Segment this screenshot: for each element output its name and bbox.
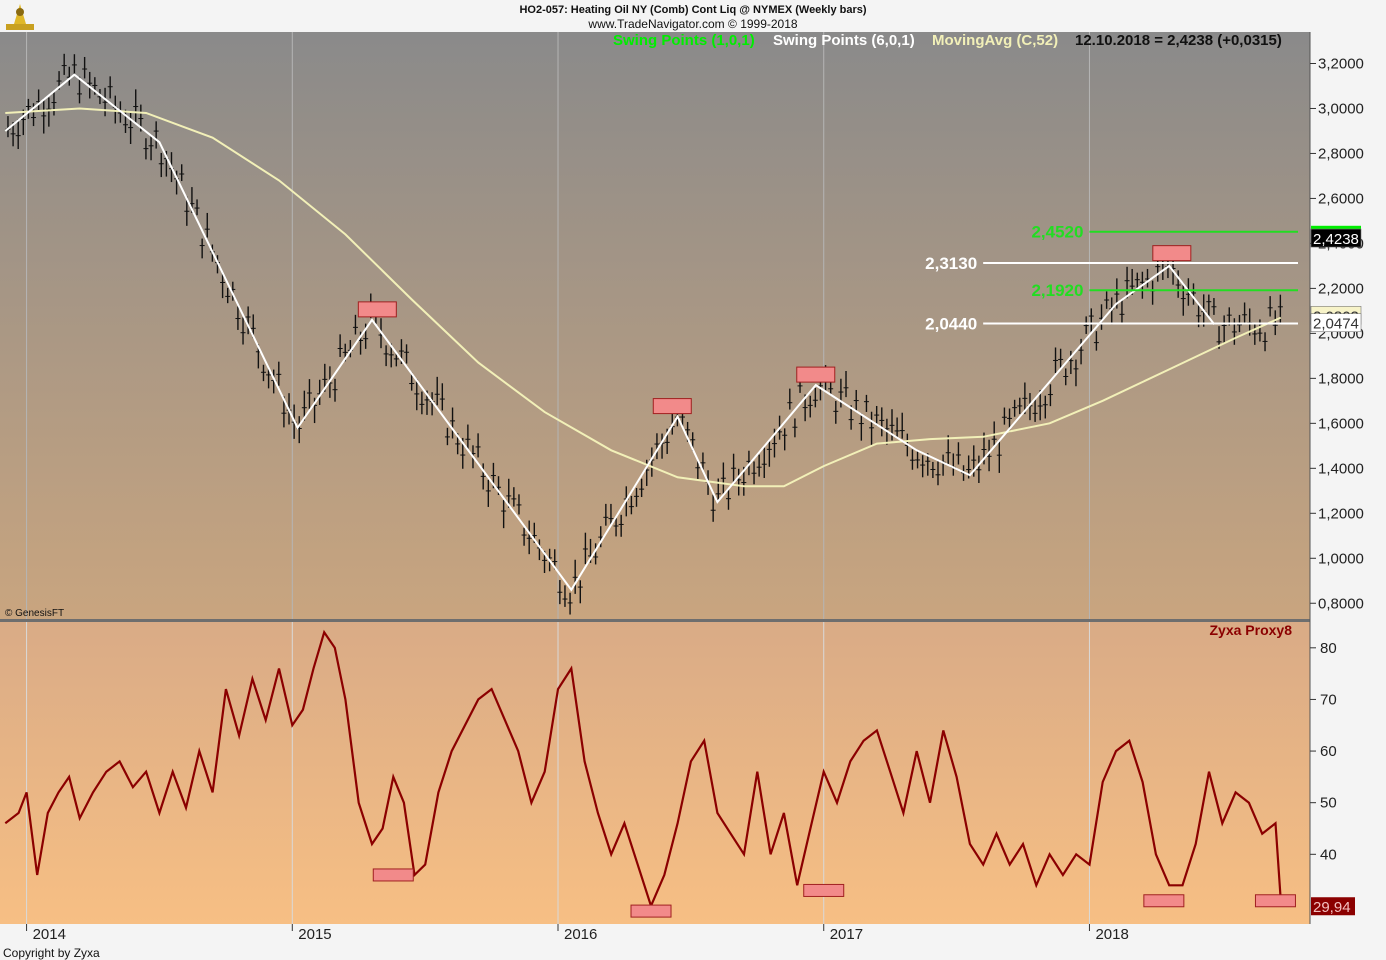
indicator-value-flag: [1311, 897, 1355, 916]
value-flag-2,0474: [1310, 313, 1362, 333]
value-flag-label-2,4238: 2,4238: [1313, 231, 1359, 248]
swing-marker-2: [652, 398, 692, 415]
x-axis-label: 2017: [830, 926, 863, 943]
indicator-axis-label: 80: [1320, 640, 1337, 657]
value-flag-label-2,0474: 2,0474: [1313, 316, 1359, 333]
price-axis-label: 1,8000: [1318, 370, 1364, 387]
level-label-2,1920: 2,1920: [1031, 281, 1083, 300]
indicator-markers: [372, 868, 1296, 918]
logo-icon: [6, 4, 34, 30]
price-axis-label: 1,2000: [1318, 505, 1364, 522]
level-label-2,4520: 2,4520: [1031, 223, 1083, 242]
indicator-axis-label: 50: [1320, 795, 1337, 812]
x-axis-label: 2014: [33, 926, 66, 943]
indicator-marker-4: [1143, 894, 1185, 908]
x-axis: 2014 2015 2016 2017 2018: [26, 924, 1129, 943]
swing-marker-3: [796, 366, 836, 383]
watermark: © GenesisFT: [5, 608, 64, 619]
indicator-axis-label: 60: [1320, 743, 1337, 760]
indicator-axis: 80 70 60 50 40 29,94: [1310, 640, 1355, 916]
price-panel: [0, 32, 1310, 620]
x-axis-label: 2018: [1095, 926, 1128, 943]
price-series: [4, 73, 1282, 592]
indicator-axis-bg: [1310, 622, 1386, 924]
indicator-marker-2: [630, 904, 672, 918]
price-axis-label: 2,8000: [1318, 145, 1364, 162]
legend-last-value: 12.10.2018 = 2,4238 (+0,0315): [1075, 32, 1282, 49]
value-flag-2,4238: [1310, 228, 1362, 248]
swing-levels: 2,4520 2,3130 2,1920 2,0440: [925, 223, 1298, 333]
xaxis-bg: [0, 924, 1386, 960]
panel-divider: [0, 619, 1310, 622]
indicator-panel: [0, 622, 1310, 924]
swing-marker-4: [1152, 245, 1192, 262]
indicator-line: [4, 629, 1282, 910]
header-title: HO2-057: Heating Oil NY (Comb) Cont Liq …: [519, 4, 866, 16]
price-axis-label: 2,2000: [1318, 280, 1364, 297]
price-axis-label: 1,4000: [1318, 460, 1364, 477]
x-axis-label: 2016: [564, 926, 597, 943]
swing-marker-1: [357, 301, 397, 318]
price-axis-label: 3,0000: [1318, 100, 1364, 117]
price-axis-label: 2,6000: [1318, 190, 1364, 207]
price-axis-label: 1,0000: [1318, 550, 1364, 567]
indicator-axis-label: 70: [1320, 691, 1337, 708]
indicator-axis-label: 40: [1320, 846, 1337, 863]
price-bars: [5, 53, 1283, 615]
legend-moving-avg: MovingAvg (C,52): [932, 32, 1058, 49]
legend-swing-large: Swing Points (6,0,1): [773, 32, 915, 49]
indicator-series: [4, 629, 1282, 910]
swing-markers: [357, 245, 1192, 415]
level-label-2,3130: 2,3130: [925, 254, 977, 273]
indicator-marker-3: [803, 883, 845, 897]
price-axis: 3,20003,00002,80002,60002,40002,20002,00…: [1310, 55, 1364, 612]
indicator-title: Zyxa Proxy8: [1210, 622, 1293, 638]
price-axis-label: 3,2000: [1318, 55, 1364, 72]
price-axis-label: 1,6000: [1318, 415, 1364, 432]
moving-average-line: [5, 107, 1282, 488]
level-label-2,0440: 2,0440: [925, 314, 977, 333]
x-axis-label: 2015: [298, 926, 331, 943]
large-swing-line: [4, 73, 1216, 592]
header-copyright: www.TradeNavigator.com © 1999-2018: [587, 17, 797, 31]
footer-copyright: Copyright by Zyxa: [3, 946, 100, 960]
price-axis-label: 0,8000: [1318, 595, 1364, 612]
indicator-marker-1: [372, 868, 414, 882]
indicator-value-flag-label: 29,94: [1313, 899, 1351, 916]
indicator-marker-5: [1254, 894, 1296, 908]
legend-swing-small: Swing Points (1,0,1): [613, 32, 755, 49]
